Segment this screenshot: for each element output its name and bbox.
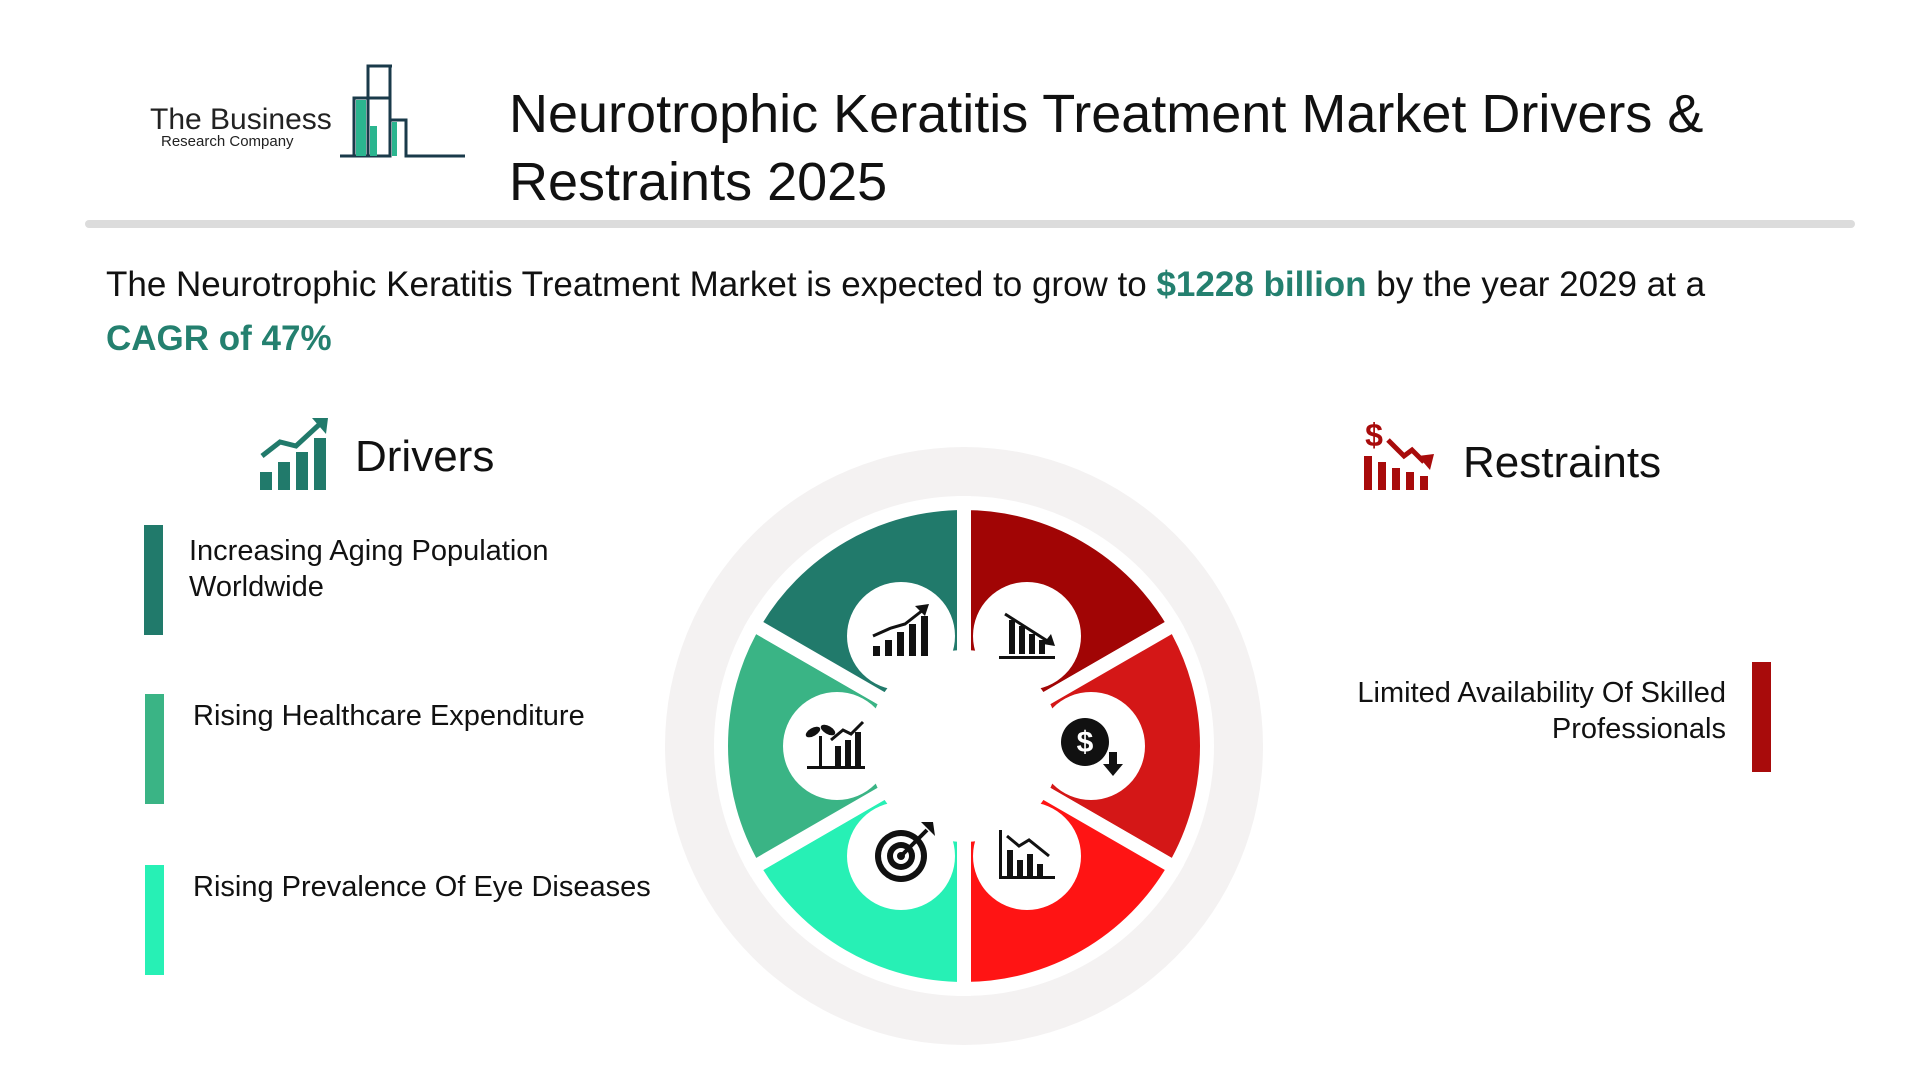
dollar-down-icon: $ (1037, 692, 1145, 800)
driver-item-2: Rising Healthcare Expenditure (193, 700, 585, 732)
decline-trend-chart-icon (973, 802, 1081, 910)
logo-buildings-icon (340, 64, 465, 158)
svg-text:$: $ (1365, 417, 1383, 453)
logo-name-line1: The Business (150, 103, 332, 136)
target-icon (847, 802, 955, 910)
driver-item-3: Rising Prevalence Of Eye Diseases (193, 871, 651, 903)
plant-growth-chart-icon (783, 692, 891, 800)
page-title: Neurotrophic Keratitis Treatment Market … (509, 84, 1704, 212)
summary-prefix: The Neurotrophic Keratitis Treatment Mar… (106, 265, 1157, 304)
logo-name-line2: Research Company (161, 133, 294, 150)
driver-item-1: Increasing Aging Population Worldwide (189, 535, 549, 603)
restraint-marker-1 (1752, 662, 1771, 772)
drivers-heading: Drivers (355, 432, 495, 481)
title-divider (85, 220, 1855, 228)
restraints-heading: Restraints (1463, 438, 1662, 487)
drivers-restraints-wheel: $ (665, 447, 1263, 1045)
dollar-decline-icon: $ (1364, 417, 1434, 490)
wheel-growth-chart-icon (847, 582, 955, 690)
driver-marker-1 (144, 525, 163, 635)
restraint-item-1: Limited Availability Of Skilled Professi… (1357, 677, 1726, 745)
market-summary: The Neurotrophic Keratitis Treatment Mar… (106, 258, 1846, 366)
growth-chart-icon (260, 418, 328, 490)
market-value: $1228 billion (1156, 265, 1367, 304)
svg-text:$: $ (1077, 726, 1094, 759)
summary-middle: by the year 2029 at a (1366, 265, 1706, 304)
driver-marker-3 (145, 865, 164, 975)
market-cagr: CAGR of 47% (106, 319, 332, 358)
declining-bar-chart-icon (973, 582, 1081, 690)
wheel-center (868, 650, 1060, 842)
driver-marker-2 (145, 694, 164, 804)
